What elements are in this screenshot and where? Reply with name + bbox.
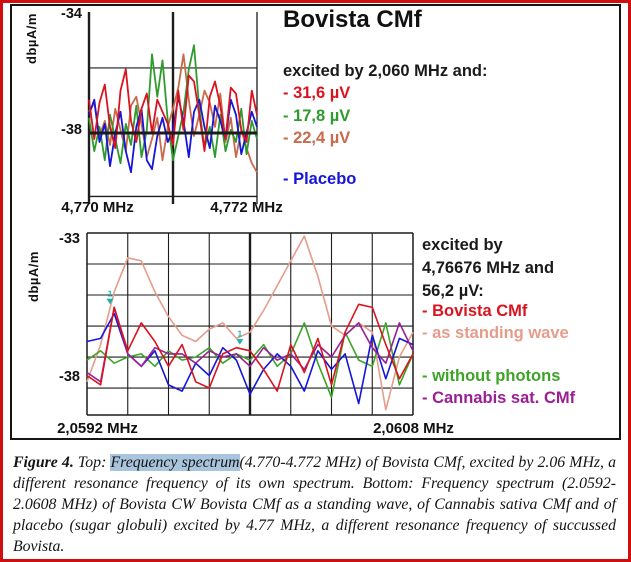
bottom-legend-item-cannabis: - Cannabis sat. CMf: [422, 389, 576, 407]
figure-caption: Figure 4. Top: Frequency spectrum(4.770-…: [13, 452, 616, 557]
bottom-legend-header-line1: excited by: [422, 236, 503, 254]
bottom-legend-header-line2: 4,76676 MHz and: [422, 259, 555, 277]
top-legend-header: excited by 2,060 MHz and:: [283, 62, 488, 80]
bottom-y-tick--33: -33: [59, 231, 80, 247]
top-y-tick--34: -34: [61, 6, 82, 22]
top-legend-item-22-4uv: - 22,4 µV: [283, 129, 351, 147]
bottom-legend-item-photons: - without photons: [422, 367, 561, 385]
bottom-legend-item-standing: - as standing wave: [422, 324, 569, 342]
caption-figure-label: Figure 4.: [13, 454, 74, 471]
top-y-axis-label: dbµA/m: [24, 13, 39, 64]
bottom-legend-item-bovista: - Bovista CMf: [422, 302, 528, 320]
caption-body-text: (4.770-4.772 MHz) of Bovista CMf, excite…: [13, 454, 616, 555]
svg-text:1: 1: [238, 330, 243, 339]
top-x-tick-left: 4,770 MHz: [61, 199, 134, 216]
top-y-tick--38: -38: [61, 122, 82, 138]
top-legend-item-31-6uv: - 31,6 µV: [283, 84, 351, 102]
svg-text:1: 1: [108, 289, 113, 298]
bottom-y-tick--38: -38: [59, 369, 80, 385]
bottom-x-tick-right: 2,0608 MHz: [373, 420, 454, 437]
top-chart-plot: [87, 12, 258, 204]
caption-pre-text: Top:: [73, 454, 111, 471]
bottom-chart-plot: 11: [86, 232, 414, 416]
top-chart-title: Bovista CMf: [283, 6, 422, 33]
bottom-x-tick-left: 2,0592 MHz: [57, 420, 138, 437]
caption-highlighted-text: Frequency spectrum: [110, 454, 240, 471]
bottom-y-axis-label: dbµA/m: [26, 251, 41, 302]
charts-frame: [10, 4, 621, 440]
top-legend-item-placebo: - Placebo: [283, 170, 357, 188]
top-x-tick-right: 4,772 MHz: [210, 199, 283, 216]
top-legend-item-17-8uv: - 17,8 µV: [283, 107, 351, 125]
bottom-legend-header-line3: 56,2 µV:: [422, 282, 484, 300]
